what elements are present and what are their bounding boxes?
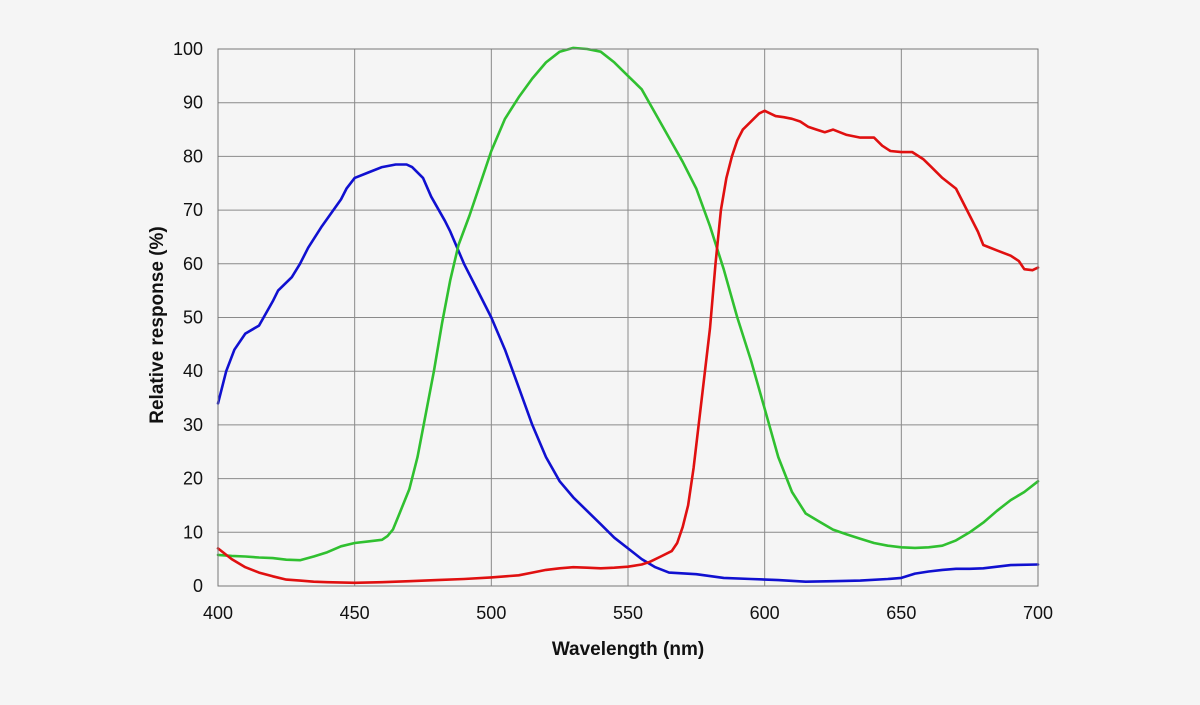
x-axis-ticks: 400 450 500 550 600 650 700 [203,603,1053,623]
y-axis-ticks: 0 10 20 30 40 50 60 70 80 90 100 [173,39,203,596]
x-tick-label: 400 [203,603,233,623]
y-axis-title: Relative response (%) [147,226,168,423]
y-tick-label: 100 [173,39,203,59]
x-tick-label: 500 [476,603,506,623]
y-tick-label: 90 [183,93,203,113]
y-tick-label: 10 [183,522,203,542]
x-axis-title: Wavelength (nm) [552,639,704,660]
x-tick-label: 450 [340,603,370,623]
x-tick-label: 700 [1023,603,1053,623]
series-lines [216,46,1040,585]
grid [217,48,1039,587]
y-tick-label: 20 [183,469,203,489]
x-tick-label: 550 [613,603,643,623]
red-response-line [216,109,1040,585]
y-tick-label: 50 [183,308,203,328]
green-response-line [216,46,1040,562]
plot-frame [217,48,1039,587]
x-tick-label: 600 [750,603,780,623]
x-tick-label: 650 [886,603,916,623]
y-tick-label: 0 [193,576,203,596]
y-tick-label: 80 [183,146,203,166]
y-tick-label: 70 [183,200,203,220]
y-tick-label: 40 [183,361,203,381]
y-tick-label: 30 [183,415,203,435]
y-tick-label: 60 [183,254,203,274]
blue-response-line [216,163,1040,583]
